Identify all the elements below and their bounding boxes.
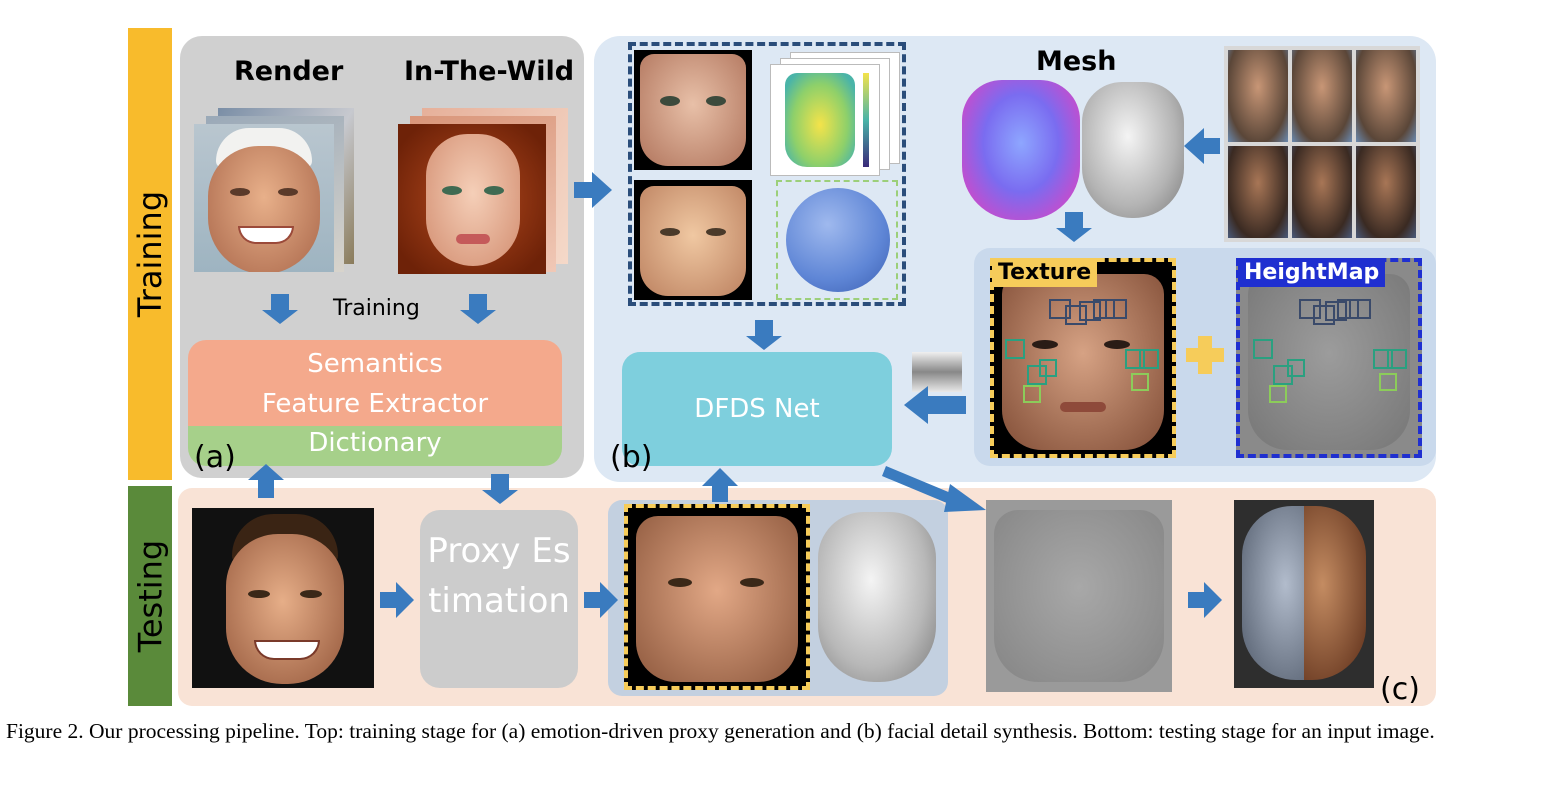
proxy-estimation-box — [420, 510, 578, 688]
heightmap-image — [1236, 258, 1422, 458]
patch-thumbnails — [912, 352, 962, 392]
proxy-texture-image — [624, 504, 810, 690]
dictionary-label: Dictionary — [308, 428, 442, 458]
panel-a-to-b-arrow — [574, 172, 612, 208]
final-detailed-face — [1234, 500, 1374, 688]
wild-down-arrow — [460, 294, 496, 324]
input-image — [192, 508, 374, 688]
wild-face-image — [398, 124, 546, 274]
sphere-box — [776, 180, 898, 300]
geometry-mesh — [1082, 82, 1184, 218]
uv-texture-image-2 — [634, 180, 752, 300]
predicted-heightmap — [986, 500, 1172, 692]
dfds-net-label: DFDS Net — [694, 394, 820, 424]
texture-patch-boxes — [1005, 299, 1159, 403]
training-data-box — [628, 42, 906, 306]
render-face-image — [194, 124, 334, 272]
net-to-heightmap-arrow — [882, 466, 986, 512]
dictionary-to-proxy-arrow — [482, 474, 518, 504]
multiview-photo-grid — [1224, 46, 1420, 242]
depth-heatmap-image — [770, 64, 880, 176]
panel-b-tag: (b) — [610, 440, 653, 475]
plus-icon — [1186, 336, 1224, 374]
data-to-net-arrow — [746, 320, 782, 350]
semantics-feature-extractor-box — [188, 340, 562, 426]
dfds-net-box — [622, 352, 892, 466]
proxy-to-net-arrow — [702, 468, 738, 502]
input-to-proxy-arrow — [380, 582, 414, 618]
figure-caption: Figure 2. Our processing pipeline. Top: … — [6, 719, 1435, 743]
render-down-arrow — [262, 294, 298, 324]
training-label: Training — [333, 296, 420, 321]
training-stage-bar: Training — [128, 28, 172, 480]
input-to-dictionary-arrow — [248, 464, 284, 498]
texture-to-net-arrow — [904, 386, 966, 424]
panel-c-tag: (c) — [1380, 672, 1420, 707]
spherical-harmonics-sphere — [786, 188, 890, 292]
mesh-label: Mesh — [1036, 46, 1117, 77]
mesh-to-texture-arrow — [1056, 212, 1092, 242]
dictionary-box — [188, 420, 562, 466]
uv-texture-image-1 — [634, 50, 752, 170]
proxy-estimation-label: Proxy Estimation — [427, 531, 571, 621]
proxy-mesh — [818, 512, 936, 682]
heightmap-label: HeightMap — [1238, 258, 1386, 287]
testing-stage-bar: Testing — [128, 486, 172, 706]
panel-a-tag: (a) — [194, 440, 236, 475]
semantics-feature-extractor-label: Semantics Feature Extractor — [261, 349, 489, 419]
texture-label: Texture — [992, 258, 1098, 287]
photos-to-mesh-arrow — [1184, 128, 1220, 164]
proxy-to-texture-arrow — [584, 582, 618, 618]
heightmap-to-result-arrow — [1188, 582, 1222, 618]
normal-map-mesh — [962, 80, 1080, 220]
render-label: Render — [234, 56, 344, 87]
wild-label: In-The-Wild — [404, 56, 575, 87]
heightmap-patch-boxes — [1253, 299, 1407, 403]
